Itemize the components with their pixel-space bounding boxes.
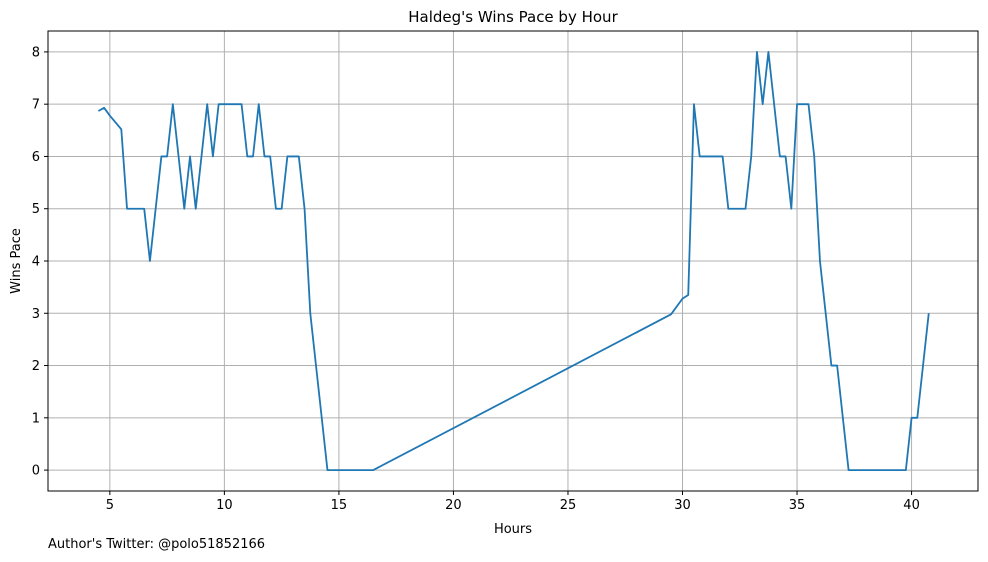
y-tick-label: 6 <box>32 150 40 165</box>
y-tick-label: 7 <box>32 98 40 113</box>
x-tick-label: 10 <box>216 498 233 513</box>
x-tick-label: 25 <box>560 498 577 513</box>
author-caption: Author's Twitter: @polo51852166 <box>48 537 266 552</box>
y-tick-label: 3 <box>32 307 40 322</box>
grid-layer <box>48 31 978 491</box>
x-axis-label: Hours <box>494 522 532 537</box>
y-axis-label: Wins Pace <box>9 228 24 294</box>
y-tick-label: 4 <box>32 255 40 270</box>
x-tick-label: 40 <box>903 498 920 513</box>
y-tick-label: 2 <box>32 359 40 374</box>
x-tick-label: 30 <box>674 498 691 513</box>
y-tick-label: 1 <box>32 411 40 426</box>
y-tick-label: 5 <box>32 202 40 217</box>
y-tick-label: 8 <box>32 45 40 60</box>
wins-pace-line <box>97 51 930 471</box>
x-tick-label: 15 <box>331 498 348 513</box>
y-tick-label: 0 <box>32 464 40 479</box>
x-tick-label: 35 <box>789 498 806 513</box>
x-tick-label: 5 <box>106 498 114 513</box>
tick-layer: 5 10 15 20 25 30 35 40 0 1 2 3 4 5 6 7 8 <box>32 45 920 513</box>
x-tick-label: 20 <box>445 498 462 513</box>
chart-title: Haldeg's Wins Pace by Hour <box>408 8 618 26</box>
series-layer <box>97 51 930 471</box>
